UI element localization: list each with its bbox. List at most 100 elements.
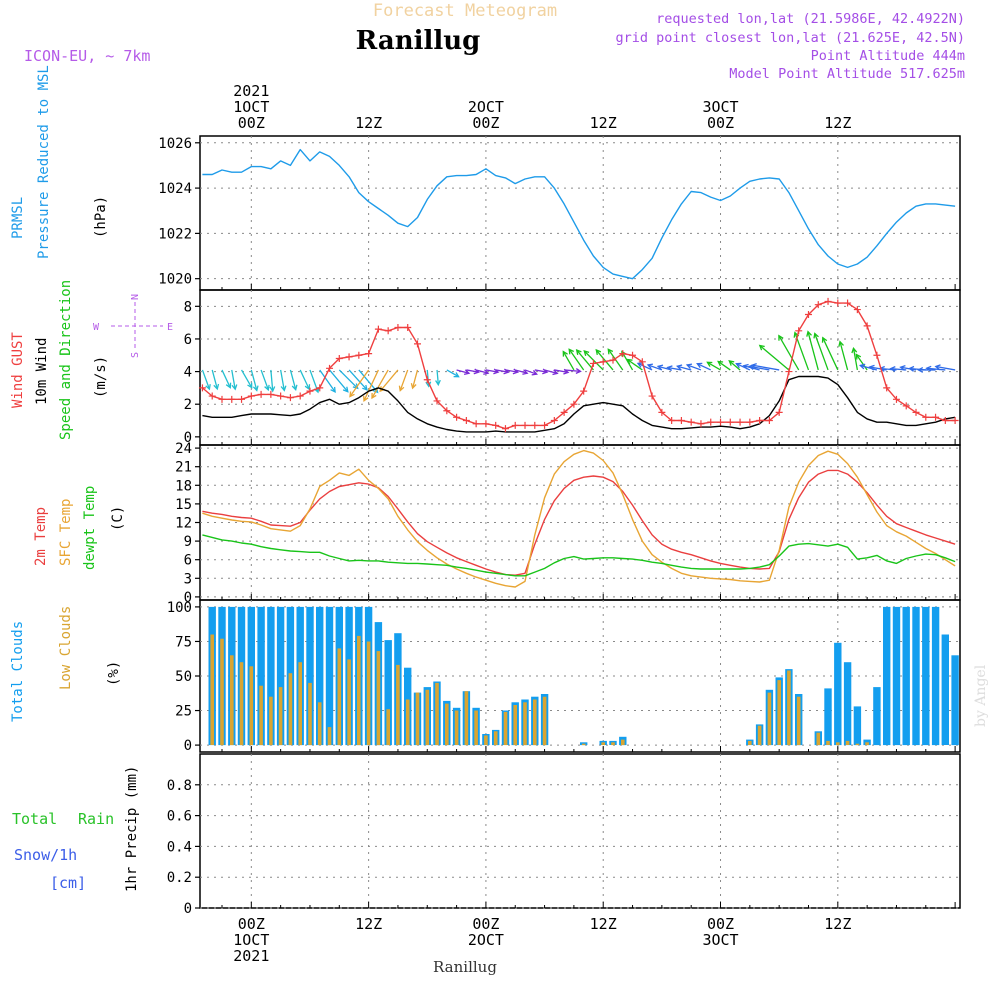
wind-gust-marker xyxy=(629,351,637,359)
wind-arrow-head xyxy=(908,365,915,372)
wind-gust-marker xyxy=(453,413,461,421)
clouds-ytick-label: 25 xyxy=(175,704,192,720)
top-axis-label: 12Z xyxy=(590,114,617,132)
wind-arrow-head xyxy=(666,365,673,372)
wind-arrow-head xyxy=(806,330,812,337)
wind-direction-arrow xyxy=(221,369,231,388)
wind-direction-arrow xyxy=(677,365,692,371)
wind-gust-marker xyxy=(541,421,549,429)
low-cloud-bar xyxy=(767,692,772,746)
wind-gust-marker xyxy=(824,297,832,305)
low-cloud-bar xyxy=(787,670,791,746)
low-cloud-bar xyxy=(259,685,263,746)
clouds-ytick-label: 0 xyxy=(184,738,192,754)
low-cloud-bar xyxy=(523,702,527,746)
wind-direction-arrow xyxy=(667,366,682,371)
wind-gust-marker xyxy=(658,408,666,416)
bottom-axis-label: 3OCT xyxy=(702,931,738,949)
wind-direction-arrow xyxy=(822,337,839,371)
wind-panel: 0 2 4 6 8 xyxy=(184,289,961,446)
wind-direction-arrow xyxy=(564,369,581,373)
wind-gust-marker xyxy=(472,420,480,428)
model-label: ICON-EU, ~ 7km xyxy=(24,47,150,65)
low-cloud-bar xyxy=(288,673,293,746)
wind-gust-marker xyxy=(599,358,607,366)
temperature-ytick-label: 15 xyxy=(175,497,192,513)
wind-gust-marker xyxy=(834,299,842,307)
wind-arrow-head xyxy=(522,369,529,375)
precip-ytick-label: 0.6 xyxy=(167,809,192,825)
wind-arrow-head xyxy=(889,366,896,372)
pressure-unit-label: (hPa) xyxy=(93,196,109,238)
wind-arrow-head xyxy=(750,362,757,369)
wind-direction-arrow xyxy=(348,369,368,391)
precip-frame xyxy=(199,753,961,909)
compass-south-label: S xyxy=(130,352,141,358)
wind-direction-arrow xyxy=(299,369,310,390)
wind-gust-marker xyxy=(267,390,275,398)
wind-arrow-head xyxy=(398,385,405,392)
temp-2m-label: 2m Temp xyxy=(33,507,49,566)
wind-direction-arrow xyxy=(621,351,634,371)
top-axis-label: 00Z xyxy=(707,114,734,132)
wind-arrow-head xyxy=(205,384,211,391)
wind-direction-arrow xyxy=(240,369,253,388)
wind-gust-marker xyxy=(365,350,373,358)
wind-arrow-head xyxy=(362,384,368,391)
wind-gust-marker xyxy=(511,421,519,429)
wind-gust-marker xyxy=(589,359,597,367)
wind-direction-arrow xyxy=(289,369,297,390)
wind-arrow-head xyxy=(252,385,259,392)
wind-direction-arrow xyxy=(495,369,509,373)
low-cloud-bar xyxy=(855,743,860,746)
wind-arrow-head xyxy=(542,368,549,375)
wind-gust-marker xyxy=(697,420,705,428)
wind-gust-marker xyxy=(726,418,734,426)
wind-ytick-label: 4 xyxy=(184,365,192,381)
top-axis-label: 12Z xyxy=(824,114,851,132)
wind-direction-arrow xyxy=(880,367,897,371)
wind-gust-marker xyxy=(462,417,470,425)
wind-arrow-head xyxy=(363,395,369,403)
wind-arrow-head xyxy=(342,386,349,393)
low-cloud-bar xyxy=(357,635,361,746)
low-cloud-bar xyxy=(366,641,371,746)
wind-direction-arrow xyxy=(280,369,285,391)
total-cloud-bar xyxy=(931,606,940,746)
total-cloud-bar xyxy=(853,706,862,746)
wind-gust-marker xyxy=(316,384,324,392)
temperature-series-sfc-temp xyxy=(202,449,956,588)
wind-gust-marker xyxy=(482,420,490,428)
low-cloud-bar xyxy=(748,740,752,745)
watermark: by Angel xyxy=(973,664,989,727)
wind-arrow-head xyxy=(575,368,582,374)
wind-arrow-head xyxy=(371,392,377,400)
low-cloud-bar xyxy=(347,659,351,746)
clouds-panel: 0 25 50 75 100 xyxy=(167,599,961,754)
wind-gust-marker xyxy=(335,355,343,363)
wind-gust-marker xyxy=(355,351,363,359)
wind-gust-marker xyxy=(804,310,812,318)
pressure-ytick-label: 1026 xyxy=(158,136,192,152)
low-cloud-bar xyxy=(845,740,850,745)
low-cloud-bar xyxy=(621,739,625,746)
low-cloud-bar xyxy=(425,689,430,746)
wind-direction-arrow xyxy=(717,360,731,371)
top-axis-label: 12Z xyxy=(355,114,382,132)
wind-direction-arrow xyxy=(319,369,336,393)
wind-gust-marker xyxy=(814,301,822,309)
low-cloud-bar xyxy=(533,699,537,746)
temp-unit-label: (C) xyxy=(110,506,126,531)
wind-direction-arrow xyxy=(260,369,269,391)
total-cloud-bar xyxy=(384,640,392,746)
precip-ytick-label: 0 xyxy=(184,901,192,917)
wind-gust-marker xyxy=(619,350,627,358)
low-cloud-bar xyxy=(503,711,508,746)
low-cloud-bar xyxy=(513,705,517,746)
temperature-series-2m-temp xyxy=(202,469,956,576)
wind-direction-arrow xyxy=(436,369,439,385)
info-requested: requested lon,lat (21.5986E, 42.4922N) xyxy=(656,11,965,27)
pressure-ytick-label: 1024 xyxy=(158,181,192,197)
footer-location: Ranillug xyxy=(433,958,497,976)
total-cloud-bar xyxy=(912,606,920,746)
